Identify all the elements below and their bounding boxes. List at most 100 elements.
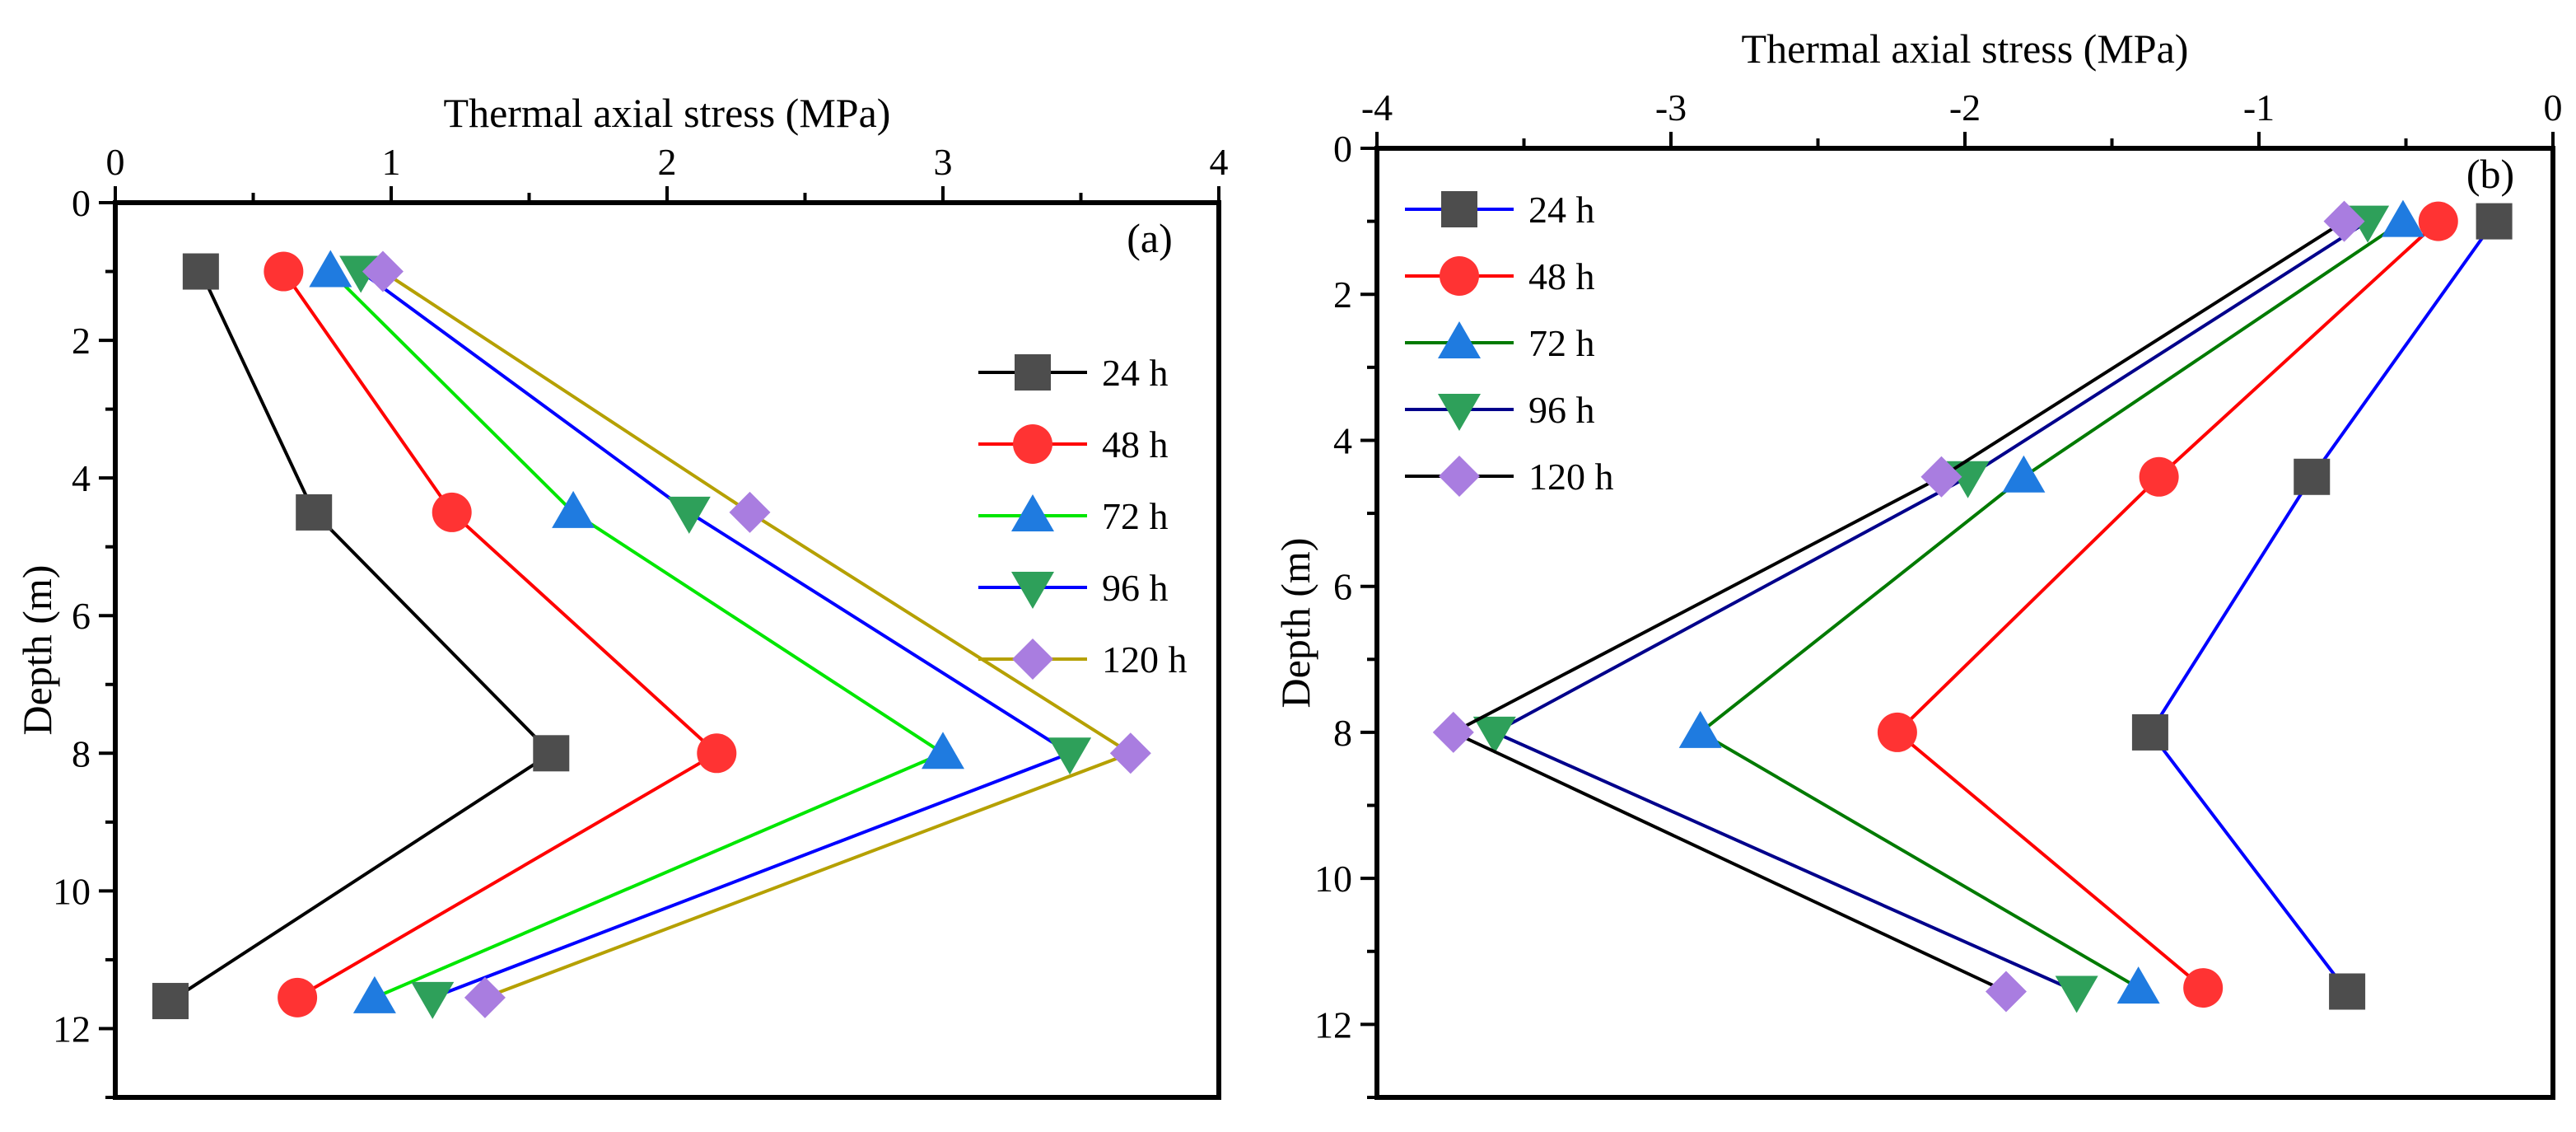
panel-b-data-point-96h — [1472, 716, 1516, 754]
panel-a-data-point-96h — [411, 981, 455, 1019]
panel-a-y-axis-title: Depth (m) — [14, 565, 60, 736]
panel-a-y-tick-label: 4 — [72, 457, 91, 499]
panel-a-legend-marker — [1013, 424, 1052, 464]
panel-b-data-point-24h — [2294, 458, 2331, 495]
panel-a-legend-label: 120 h — [1102, 639, 1188, 681]
panel-b-data-point-72h — [2002, 455, 2046, 493]
panel-a-data-point-96h — [1048, 737, 1092, 775]
panel-b-data-point-72h — [2116, 966, 2160, 1004]
panel-b-legend-label: 72 h — [1528, 322, 1595, 364]
panel-a-x-tick-label: 4 — [1210, 141, 1229, 183]
panel-b-legend-label: 48 h — [1528, 255, 1595, 297]
panel-b-series-line-48h — [1894, 220, 2440, 989]
panel-b-y-tick-label: 8 — [1333, 712, 1352, 754]
panel-b-data-point-120h — [1432, 711, 1474, 753]
panel-a-series-line-72h — [329, 270, 947, 999]
panel-a-x-tick-label: 2 — [658, 141, 677, 183]
panel-a-data-point-24h — [152, 983, 189, 1020]
panel-a-data-point-48h — [264, 251, 304, 292]
panel-b-x-tick-label: -1 — [2243, 87, 2275, 129]
panel-a-data-point-24h — [182, 253, 219, 290]
panel-a-legend-label: 24 h — [1102, 352, 1169, 394]
panel-a-data-point-72h — [309, 250, 352, 288]
panel-b-y-tick-label: 2 — [1333, 274, 1352, 316]
panel-b-y-tick-label: 0 — [1333, 128, 1352, 170]
panel-a-legend-marker — [1012, 639, 1053, 680]
panel-a-legend-label: 48 h — [1102, 423, 1169, 465]
panel-a-x-tick-label: 3 — [934, 141, 953, 183]
panel-a-y-tick-label: 6 — [72, 595, 91, 637]
panel-b-data-point-96h — [1946, 461, 1990, 498]
panel-b-data-point-24h — [2476, 203, 2513, 240]
panel-a-data-point-24h — [533, 735, 570, 772]
panel-b-chart: -4 -3 -2 -1 0 0 2 4 6 8 10 12 Thermal axial stress (… — [1272, 26, 2563, 1100]
panel-a-y-tick-label: 10 — [53, 870, 91, 912]
panel-b-x-tick-label: 0 — [2544, 87, 2563, 129]
panel-b-x-tick-label: -3 — [1655, 87, 1687, 129]
panel-a-data-point-48h — [697, 733, 737, 774]
panel-a-data-point-48h — [278, 977, 318, 1017]
panel-a-legend-marker — [1011, 572, 1054, 609]
panel-b-y-tick-label: 6 — [1333, 566, 1352, 608]
panel-b-data-point-24h — [2131, 713, 2168, 751]
panel-b-legend-label: 120 h — [1528, 456, 1614, 498]
panel-b-legend-marker — [1438, 321, 1481, 358]
panel-a-data-point-120h — [362, 250, 404, 292]
panel-b-panel-label: (b) — [2466, 151, 2514, 197]
panel-a-data-point-96h — [667, 496, 711, 534]
panel-b-legend-marker — [1440, 256, 1479, 296]
panel-a-x-axis-title: Thermal axial stress (MPa) — [444, 90, 891, 136]
panel-a-legend-label: 72 h — [1102, 495, 1169, 537]
panel-b-x-tick-label: -2 — [1949, 87, 1981, 129]
panel-b-data-point-96h — [2055, 975, 2098, 1013]
panel-a-series-line-120h — [381, 269, 1135, 999]
panel-b-data-point-24h — [2329, 973, 2366, 1010]
panel-a-legend-marker — [1015, 354, 1051, 391]
panel-b-series-line-120h — [1449, 219, 2345, 994]
panel-b-y-tick-label: 10 — [1314, 858, 1352, 900]
panel-b-x-tick-label: -4 — [1361, 87, 1393, 129]
panel-b-legend-marker — [1439, 456, 1480, 497]
panel-b-y-axis-title: Depth (m) — [1272, 538, 1318, 709]
panel-b-legend-marker — [1441, 191, 1477, 227]
panel-b-legend-label: 24 h — [1528, 189, 1595, 231]
panel-b-series-line-72h — [1697, 219, 2405, 989]
panel-a-data-point-72h — [552, 490, 595, 528]
panel-b-series-line-96h — [1491, 219, 2369, 994]
panel-b-x-axis-title: Thermal axial stress (MPa) — [1742, 26, 2189, 72]
panel-b-legend-marker — [1438, 394, 1481, 431]
panel-a-series-line-24h — [169, 270, 554, 1003]
panel-a-y-tick-label: 12 — [53, 1008, 91, 1050]
panel-b-data-point-120h — [1920, 456, 1962, 498]
panel-a-data-point-24h — [296, 493, 333, 531]
panel-a-data-point-120h — [729, 491, 771, 533]
panel-b-data-point-72h — [2381, 199, 2424, 237]
panel-a-legend-marker — [1011, 494, 1054, 531]
panel-a-data-point-120h — [1109, 732, 1151, 774]
panel-a-panel-label: (a) — [1127, 215, 1173, 261]
panel-a-x-tick-label: 1 — [382, 141, 401, 183]
panel-a-x-tick-label: 0 — [106, 141, 125, 183]
panel-b-data-point-48h — [2183, 968, 2224, 1008]
panel-a-data-point-120h — [464, 976, 506, 1018]
panel-b-data-point-120h — [1985, 971, 2027, 1013]
panel-b-data-point-48h — [2418, 201, 2458, 241]
panel-a-y-tick-label: 8 — [72, 732, 91, 774]
panel-b-y-tick-label: 12 — [1314, 1003, 1352, 1045]
panel-a-data-point-48h — [432, 492, 472, 532]
panel-b-series-line-24h — [2148, 220, 2496, 993]
panel-a-legend-label: 96 h — [1102, 567, 1169, 609]
panel-a-data-point-72h — [922, 732, 964, 769]
panel-a-series-line-48h — [282, 270, 720, 999]
panel-a-series-line-96h — [359, 269, 1074, 999]
panel-a-data-point-72h — [352, 975, 396, 1013]
panel-a-y-tick-label: 2 — [72, 320, 91, 362]
panel-b-legend-label: 96 h — [1528, 389, 1595, 431]
panel-a-y-tick-label: 0 — [72, 182, 91, 224]
panel-b-data-point-72h — [1678, 710, 1722, 748]
panel-a-plot-frame — [113, 200, 1221, 1100]
panel-b-data-point-48h — [1877, 712, 1917, 752]
panel-b-data-point-120h — [2323, 200, 2365, 242]
